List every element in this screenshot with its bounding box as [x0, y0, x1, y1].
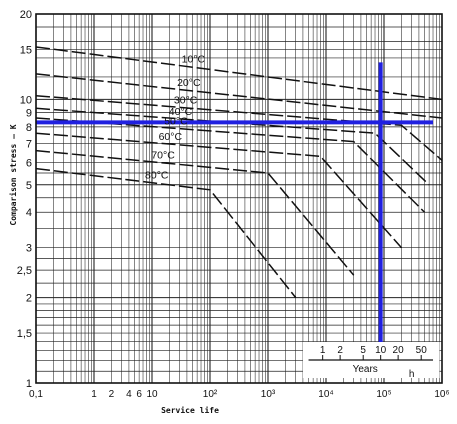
series-label: 50°C — [164, 115, 188, 127]
x-tick-label: 0,1 — [29, 389, 43, 400]
series-line — [35, 149, 355, 276]
x-tick-label: 4 — [126, 389, 132, 400]
series-lines — [35, 46, 443, 299]
y-tick-label: 15 — [20, 44, 32, 56]
years-scale: 1 2 5 10 20 50 Years — [302, 342, 440, 378]
x-axis-title: Service life — [161, 405, 219, 415]
grid-lines — [35, 14, 442, 383]
x-tick-label: 6 — [136, 389, 142, 400]
y-tick-label: 3 — [26, 243, 32, 255]
x-unit-label: h — [409, 369, 415, 380]
series-label: 80°C — [145, 170, 169, 182]
years-tick-label: 2 — [337, 345, 343, 356]
y-tick-label: 20 — [20, 9, 32, 21]
series-label: 60°C — [159, 131, 183, 143]
x-tick-label: 10² — [203, 389, 218, 400]
x-tick-label: 10⁵ — [376, 389, 391, 400]
years-tick-label: 5 — [360, 345, 366, 356]
years-tick-label: 1 — [320, 345, 326, 356]
x-tick-label: 10⁶ — [434, 389, 449, 400]
series-line — [35, 132, 403, 249]
series-label: 40°C — [169, 106, 193, 118]
y-tick-label: 2,5 — [17, 265, 32, 277]
series-label: 30°C — [174, 95, 198, 107]
series-line — [35, 117, 426, 213]
y-axis-title: Comparison stress – K — [8, 124, 18, 225]
x-tick-label: 10³ — [261, 389, 276, 400]
y-tick-label: 7 — [26, 138, 32, 150]
y-tick-label: 5 — [26, 180, 32, 192]
x-tick-label: 2 — [109, 389, 115, 400]
series-label: 20°C — [177, 77, 201, 89]
series-line — [35, 107, 430, 186]
series-labels: 10°C 20°C 30°C40°C50°C 60°C 70°C 80°C — [145, 54, 206, 182]
y-tick-label: 4 — [26, 207, 32, 219]
y-tick-label: 1 — [26, 378, 32, 390]
series-line — [35, 94, 443, 161]
x-tick-label: 10⁴ — [318, 389, 333, 400]
y-tick-label: 10 — [20, 94, 32, 106]
x-tick-label: 10 — [146, 389, 158, 400]
x-tick-label: 1 — [91, 389, 97, 400]
marker-lines — [36, 62, 434, 372]
years-title: Years — [353, 364, 378, 375]
series-line — [35, 46, 443, 101]
years-tick-label: 10 — [375, 345, 387, 356]
series-label: 70°C — [151, 150, 175, 162]
series-line — [35, 167, 297, 299]
plot-frame — [35, 13, 443, 384]
years-tick-label: 50 — [416, 345, 428, 356]
series-label: 10°C — [182, 54, 206, 66]
y-tick-label: 9 — [26, 107, 32, 119]
series-line — [35, 73, 443, 119]
y-tick-label: 2 — [26, 293, 32, 305]
y-tick-label: 6 — [26, 157, 32, 169]
years-tick-label: 20 — [393, 345, 405, 356]
y-tick-label: 1,5 — [17, 328, 32, 340]
y-tick-label: 8 — [26, 122, 32, 134]
